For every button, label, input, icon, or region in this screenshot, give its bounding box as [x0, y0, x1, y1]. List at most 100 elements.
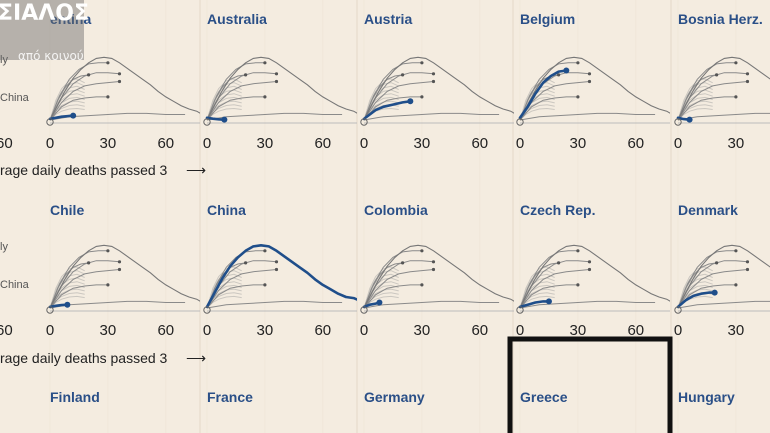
context-line-light [519, 266, 555, 309]
context-line-grey [677, 81, 748, 121]
panel-greece: Greece [520, 389, 568, 405]
context-line-end [117, 267, 122, 272]
x-tick-label: 30 [257, 322, 274, 339]
x-tick-label: 0 [46, 322, 54, 339]
highlight-endpoint-czech-rep [545, 298, 552, 305]
panel-colombia: Colombia 0 30 60 [360, 202, 514, 339]
tv-logo-subtitle: από κοινού [18, 49, 84, 63]
context-line-end [587, 267, 592, 272]
highlight-line-austria [362, 100, 412, 121]
side-label-top-2: ly [0, 241, 8, 253]
x-tick-label: 60 [471, 135, 488, 152]
x-tick-label: 30 [570, 322, 587, 339]
context-line-grey [49, 269, 120, 309]
context-line-end [745, 72, 750, 76]
x-tick-label: 60 [627, 322, 644, 339]
context-line-grey [519, 262, 559, 309]
china-reference-line [49, 244, 200, 309]
context-line-end [745, 260, 750, 264]
china-reference-line [49, 56, 200, 121]
context-line-grey [49, 250, 108, 309]
context-line-end [263, 95, 267, 99]
context-line-end [431, 260, 436, 264]
panel-title-bosnia-herz: Bosnia Herz. [678, 11, 763, 27]
context-line-light [519, 295, 555, 309]
highlight-line-czech-rep [518, 300, 551, 309]
context-line-light [49, 295, 85, 309]
panel-title-hungary: Hungary [678, 389, 735, 405]
context-line-light [519, 107, 555, 121]
context-line-light [49, 107, 85, 121]
context-line-grey [677, 284, 736, 309]
context-line-flat [519, 112, 656, 121]
panel-australia: Australia 0 30 60 [203, 11, 357, 152]
highlight-endpoint-bosnia-herz [686, 116, 693, 123]
x-tick-label: 30 [414, 322, 431, 339]
context-line-end [274, 72, 279, 76]
panel-germany: Germany [364, 389, 425, 405]
china-reference-line [677, 244, 770, 309]
context-line-grey [49, 284, 108, 309]
caption-arrow-2: ⟶ [186, 350, 206, 366]
highlight-line-china [205, 244, 357, 309]
context-line-end [401, 261, 405, 265]
context-line-end [106, 61, 110, 65]
context-line-grey [49, 262, 89, 309]
context-line-grey [677, 74, 717, 121]
context-line-end [420, 283, 424, 287]
context-line-end [557, 73, 561, 77]
context-line-grey [363, 96, 422, 121]
context-line-light [49, 78, 85, 121]
context-line-end [106, 283, 110, 287]
context-line-light [206, 295, 242, 309]
panel-finland: Finland [50, 389, 100, 405]
context-line-end [587, 260, 592, 264]
context-line-grey [206, 81, 277, 121]
panel-title-greece: Greece [520, 389, 568, 405]
context-line-light [677, 107, 713, 121]
context-line-end [715, 73, 719, 77]
context-line-end [587, 79, 592, 84]
highlight-endpoint-chile [64, 301, 71, 308]
context-line-grey [677, 96, 736, 121]
context-line-grey [49, 81, 120, 121]
panel-title-austria: Austria [364, 11, 412, 27]
panel-argentina: entina 0 30 60 [46, 11, 200, 152]
highlight-endpoint-austria [407, 98, 414, 105]
context-line-end [87, 261, 91, 265]
highlight-endpoint-denmark [711, 289, 718, 296]
tv-logo-backdrop [0, 0, 84, 60]
x-tick-label: 30 [100, 322, 117, 339]
context-line-end [576, 61, 580, 65]
context-line-grey [519, 250, 578, 309]
context-line-grey [206, 96, 265, 121]
tv-logo-text: ΣΙΑΛΟΣ [0, 1, 89, 26]
context-line-end [263, 61, 267, 65]
context-line-end [734, 283, 738, 287]
panel-lines-australia [205, 56, 357, 124]
context-line-flat [49, 300, 186, 309]
panel-denmark: Denmark 0 30 [674, 202, 770, 339]
origin-marker [203, 118, 211, 126]
panel-china: China 0 30 60 [203, 202, 357, 339]
context-line-grey [363, 74, 403, 121]
panel-bosnia-herz: Bosnia Herz. 0 30 [674, 11, 770, 152]
panel-title-colombia: Colombia [364, 202, 428, 218]
highlight-endpoint-argentina [70, 112, 77, 119]
context-line-grey [363, 284, 422, 309]
x-tick-label: 0 [674, 135, 682, 152]
x-tick-label: 30 [728, 322, 745, 339]
x-tick-label: 60 [314, 135, 331, 152]
highlight-box [507, 336, 673, 433]
context-line-end [117, 72, 122, 76]
highlight-line-denmark [676, 291, 716, 309]
panel-lines-denmark [676, 244, 770, 312]
context-line-grey [519, 269, 590, 309]
origin-marker [516, 118, 524, 126]
context-line-end [274, 260, 279, 264]
panel-lines-austria [362, 56, 514, 124]
highlight-endpoint-colombia [376, 299, 383, 306]
context-line-light [363, 78, 399, 121]
context-line-light [363, 295, 399, 309]
